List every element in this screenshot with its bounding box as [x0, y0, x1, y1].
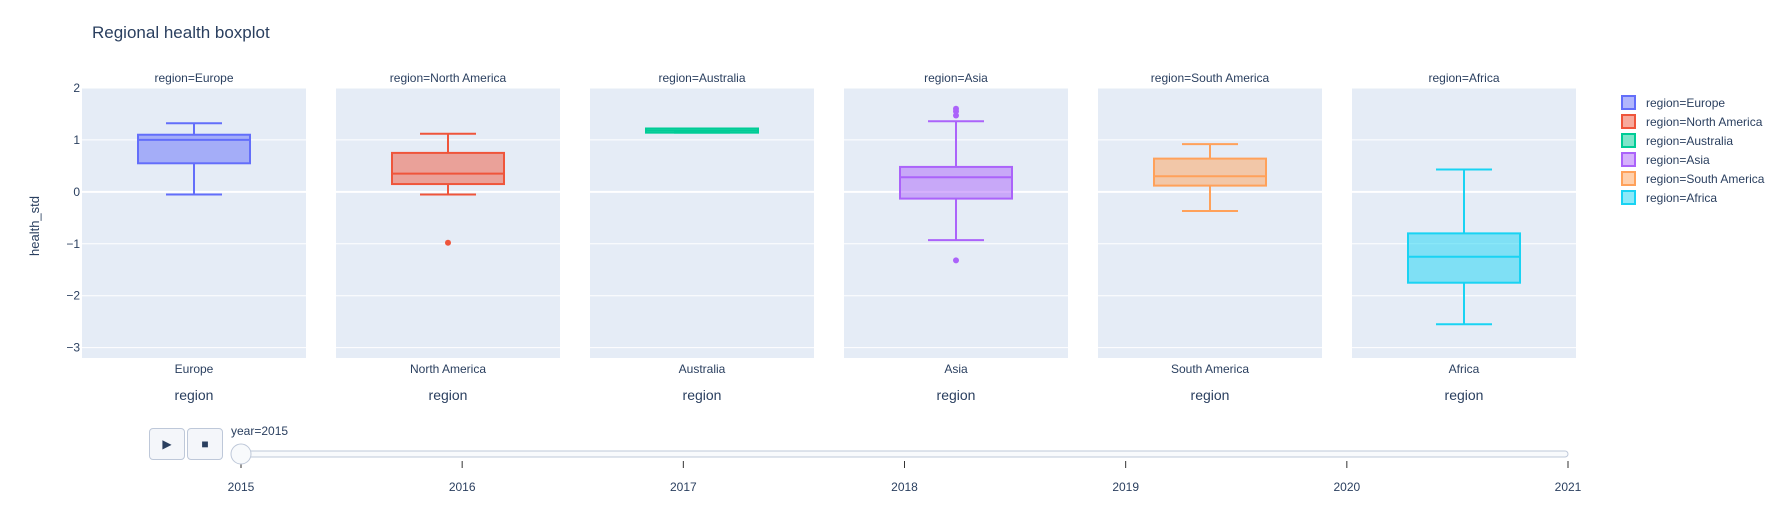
legend-label: region=North America [1646, 115, 1763, 129]
legend-swatch [1621, 152, 1636, 167]
legend-item[interactable]: region=Asia [1621, 152, 1710, 167]
facet-label: region=Europe [154, 71, 233, 85]
legend: region=Europe region=North America region=… [1621, 95, 1765, 205]
x-tick-label: North America [410, 362, 486, 376]
legend-item[interactable]: region=North America [1621, 114, 1763, 129]
facet-panel: region=Europe Europe region [82, 71, 306, 403]
x-tick-label: Asia [944, 362, 968, 376]
y-tick-label: −1 [66, 237, 80, 251]
legend-label: region=Europe [1646, 96, 1725, 110]
y-axis-title: health_std [27, 196, 42, 256]
slider-tick-label: 2017 [670, 480, 697, 494]
y-tick-label: 0 [73, 185, 80, 199]
box-asia[interactable] [899, 105, 1013, 264]
box-south-america[interactable] [1153, 143, 1267, 213]
box-africa[interactable] [1407, 168, 1521, 326]
legend-item[interactable]: region=South America [1621, 171, 1765, 186]
slider-tick-label: 2019 [1112, 480, 1139, 494]
outlier-point [953, 105, 959, 112]
slider-tick-label: 2016 [449, 480, 476, 494]
iqr-box [1153, 157, 1267, 187]
year-slider[interactable]: year=2015 2015 2016 2017 2018 2019 2020 2021 [228, 424, 1582, 494]
facet-label: region=Australia [658, 71, 745, 85]
legend-swatch [1621, 171, 1636, 186]
x-tick-label: South America [1171, 362, 1249, 376]
iqr-box [391, 151, 505, 186]
slider-handle[interactable] [230, 443, 252, 465]
legend-label: region=Australia [1646, 134, 1733, 148]
box-europe[interactable] [137, 122, 251, 196]
slider-tick-label: 2021 [1555, 480, 1582, 494]
facet-label: region=Asia [924, 71, 988, 85]
x-axis-title: region [683, 387, 722, 403]
stop-icon: ■ [201, 437, 209, 451]
y-tick-label: 2 [73, 81, 80, 95]
legend-item[interactable]: region=Australia [1621, 133, 1733, 148]
outlier-point [953, 112, 959, 119]
y-tick-label: −3 [66, 341, 80, 355]
plot-area [1098, 88, 1322, 358]
legend-swatch [1621, 114, 1636, 129]
facet-panel: region=North America North America region [336, 71, 560, 403]
box-australia[interactable] [645, 127, 759, 134]
iqr-box [1407, 232, 1521, 284]
slider-rail [240, 450, 1569, 458]
legend-swatch [1621, 133, 1636, 148]
y-tick-label: −2 [66, 289, 80, 303]
x-axis-title: region [175, 387, 214, 403]
facet-label: region=South America [1151, 71, 1270, 85]
facet-label: region=Africa [1428, 71, 1499, 85]
outlier-point [445, 239, 451, 246]
slider-tick-label: 2020 [1333, 480, 1360, 494]
facet-label: region=North America [390, 71, 507, 85]
legend-label: region=South America [1646, 172, 1765, 186]
play-button[interactable]: ▶ [149, 428, 185, 460]
facet-panel: region=Africa Africa region [1352, 71, 1576, 403]
legend-label: region=Asia [1646, 153, 1710, 167]
slider-current-value: year=2015 [231, 424, 288, 438]
legend-swatch [1621, 190, 1636, 205]
play-icon: ▶ [162, 437, 172, 451]
outlier-point [953, 257, 959, 264]
y-tick-label: 1 [73, 133, 80, 147]
legend-swatch [1621, 95, 1636, 110]
x-axis-title: region [429, 387, 468, 403]
x-tick-label: Europe [175, 362, 214, 376]
slider-tick-label: 2018 [891, 480, 918, 494]
x-tick-label: Africa [1449, 362, 1480, 376]
iqr-box [899, 165, 1013, 200]
x-axis-title: region [1191, 387, 1230, 403]
chart-title: Regional health boxplot [92, 23, 270, 42]
x-axis-title: region [1445, 387, 1484, 403]
stop-button[interactable]: ■ [187, 428, 223, 460]
plot-area [336, 88, 560, 358]
facet-panel: region=Asia Asia region [844, 71, 1068, 403]
facet-panel: region=South America South America region [1098, 71, 1322, 403]
legend-item[interactable]: region=Africa [1621, 190, 1717, 205]
facet-panel: region=Australia Australia region [590, 71, 814, 403]
x-axis-title: region [937, 387, 976, 403]
legend-item[interactable]: region=Europe [1621, 95, 1725, 110]
box-north-america[interactable] [391, 132, 505, 246]
x-tick-label: Australia [679, 362, 726, 376]
slider-tick-label: 2015 [228, 480, 255, 494]
legend-label: region=Africa [1646, 191, 1717, 205]
